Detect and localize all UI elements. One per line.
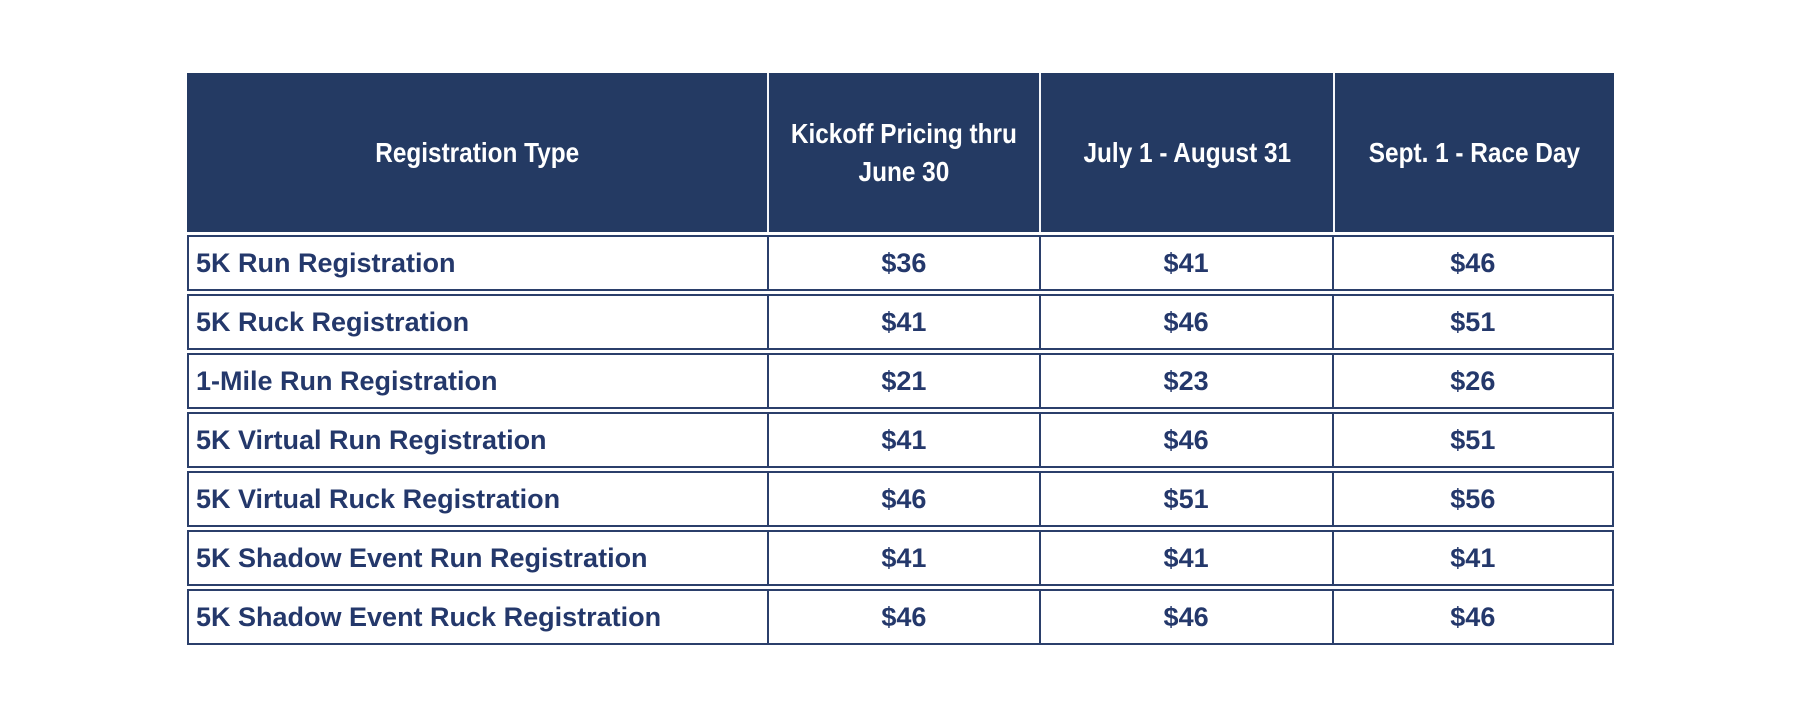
column-header-label: Kickoff Pricing thru June 30: [790, 117, 1017, 187]
price-cell: $56: [1331, 473, 1612, 525]
price-cell: $41: [767, 296, 1038, 348]
price-cell: $46: [767, 473, 1038, 525]
column-header-kickoff-pricing: Kickoff Pricing thru June 30: [766, 73, 1039, 232]
column-header-sept-race-day: Sept. 1 - Race Day: [1332, 73, 1614, 232]
price-cell: $51: [1331, 414, 1612, 466]
pricing-table: Registration Type Kickoff Pricing thru J…: [187, 73, 1614, 645]
table-row: 5K Shadow Event Ruck Registration $46 $4…: [187, 589, 1614, 645]
price-cell: $51: [1331, 296, 1612, 348]
price-cell: $21: [767, 355, 1038, 407]
price-cell: $46: [1038, 296, 1332, 348]
row-label: 5K Virtual Run Registration: [196, 424, 547, 455]
column-header-label: Registration Type: [374, 136, 579, 168]
table-row: 5K Virtual Run Registration $41 $46 $51: [187, 412, 1614, 468]
table-row: 5K Shadow Event Run Registration $41 $41…: [187, 530, 1614, 586]
column-header-label: July 1 - August 31: [1083, 136, 1291, 168]
row-label: 5K Shadow Event Run Registration: [196, 542, 648, 573]
price-cell: $46: [1038, 414, 1332, 466]
price-cell: $46: [767, 591, 1038, 643]
price-cell: $46: [1331, 591, 1612, 643]
row-label: 1-Mile Run Registration: [196, 365, 498, 396]
price-cell: $41: [1038, 237, 1332, 289]
row-label: 5K Shadow Event Ruck Registration: [196, 601, 662, 632]
column-header-label: Sept. 1 - Race Day: [1368, 136, 1581, 168]
price-cell: $36: [767, 237, 1038, 289]
row-label: 5K Ruck Registration: [196, 306, 470, 337]
price-cell: $46: [1038, 591, 1332, 643]
price-cell: $46: [1331, 237, 1612, 289]
price-cell: $41: [767, 414, 1038, 466]
column-header-july-august: July 1 - August 31: [1038, 73, 1333, 232]
price-cell: $41: [767, 532, 1038, 584]
table-row: 5K Virtual Ruck Registration $46 $51 $56: [187, 471, 1614, 527]
price-cell: $41: [1038, 532, 1332, 584]
row-label: 5K Virtual Ruck Registration: [196, 483, 561, 514]
price-cell: $23: [1038, 355, 1332, 407]
row-label: 5K Run Registration: [196, 247, 456, 278]
table-row: 5K Ruck Registration $41 $46 $51: [187, 294, 1614, 350]
table-row: 5K Run Registration $36 $41 $46: [187, 235, 1614, 291]
table-header-row: Registration Type Kickoff Pricing thru J…: [187, 73, 1614, 232]
table-row: 1-Mile Run Registration $21 $23 $26: [187, 353, 1614, 409]
price-cell: $41: [1331, 532, 1612, 584]
price-cell: $26: [1331, 355, 1612, 407]
column-header-registration-type: Registration Type: [187, 73, 767, 232]
price-cell: $51: [1038, 473, 1332, 525]
